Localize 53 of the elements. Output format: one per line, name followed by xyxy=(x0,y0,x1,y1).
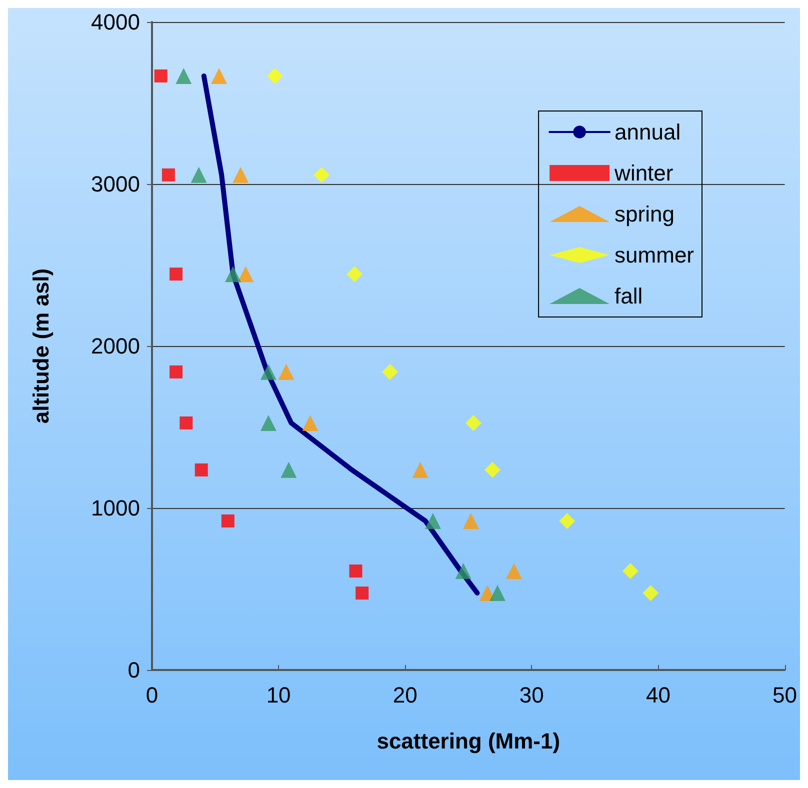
point xyxy=(224,266,241,282)
x-tick-label: 50 xyxy=(772,682,798,708)
point xyxy=(194,463,208,476)
legend-label: annual xyxy=(614,120,681,144)
point xyxy=(382,364,398,380)
point xyxy=(642,585,659,602)
x-axis-title: scattering (Mm-1) xyxy=(376,728,560,754)
point xyxy=(559,512,576,529)
point xyxy=(170,365,183,378)
legend-label: spring xyxy=(614,202,674,226)
point xyxy=(260,414,276,431)
y-tick-label: 0 xyxy=(128,658,140,682)
point xyxy=(489,585,506,602)
x-tick-label: 40 xyxy=(646,682,670,708)
point xyxy=(221,514,234,528)
point xyxy=(622,563,638,580)
x-tick-label: 30 xyxy=(519,682,544,708)
point xyxy=(465,414,482,431)
point xyxy=(412,462,428,478)
point xyxy=(314,166,330,183)
point xyxy=(356,586,369,600)
legend-label: summer xyxy=(614,242,694,268)
x-tick-label: 20 xyxy=(392,682,418,708)
point xyxy=(211,68,228,84)
point xyxy=(278,364,294,380)
point xyxy=(180,416,193,430)
y-tick-label: 1000 xyxy=(91,496,140,520)
point xyxy=(232,166,249,183)
y-tick-label: 3000 xyxy=(91,172,140,196)
point xyxy=(484,462,500,478)
point xyxy=(424,512,441,529)
point xyxy=(260,364,276,380)
x-tick-label: 0 xyxy=(146,682,158,708)
x-tick-label: 10 xyxy=(266,682,291,708)
y-tick-label: 2000 xyxy=(91,334,140,358)
point xyxy=(462,512,479,529)
point xyxy=(238,266,254,282)
y-axis-title: altitude (m asl) xyxy=(28,268,54,424)
legend-label: winter xyxy=(614,160,674,186)
point xyxy=(162,168,175,182)
point xyxy=(302,414,318,431)
point xyxy=(190,166,207,183)
point xyxy=(154,69,168,82)
point xyxy=(346,266,362,282)
point xyxy=(455,563,472,580)
y-tick-label: 4000 xyxy=(91,10,140,34)
point xyxy=(266,68,283,84)
point xyxy=(176,68,192,84)
point xyxy=(280,462,297,478)
point xyxy=(349,564,362,578)
legend-label: fall xyxy=(614,284,643,308)
point xyxy=(506,563,522,580)
point xyxy=(170,268,183,281)
